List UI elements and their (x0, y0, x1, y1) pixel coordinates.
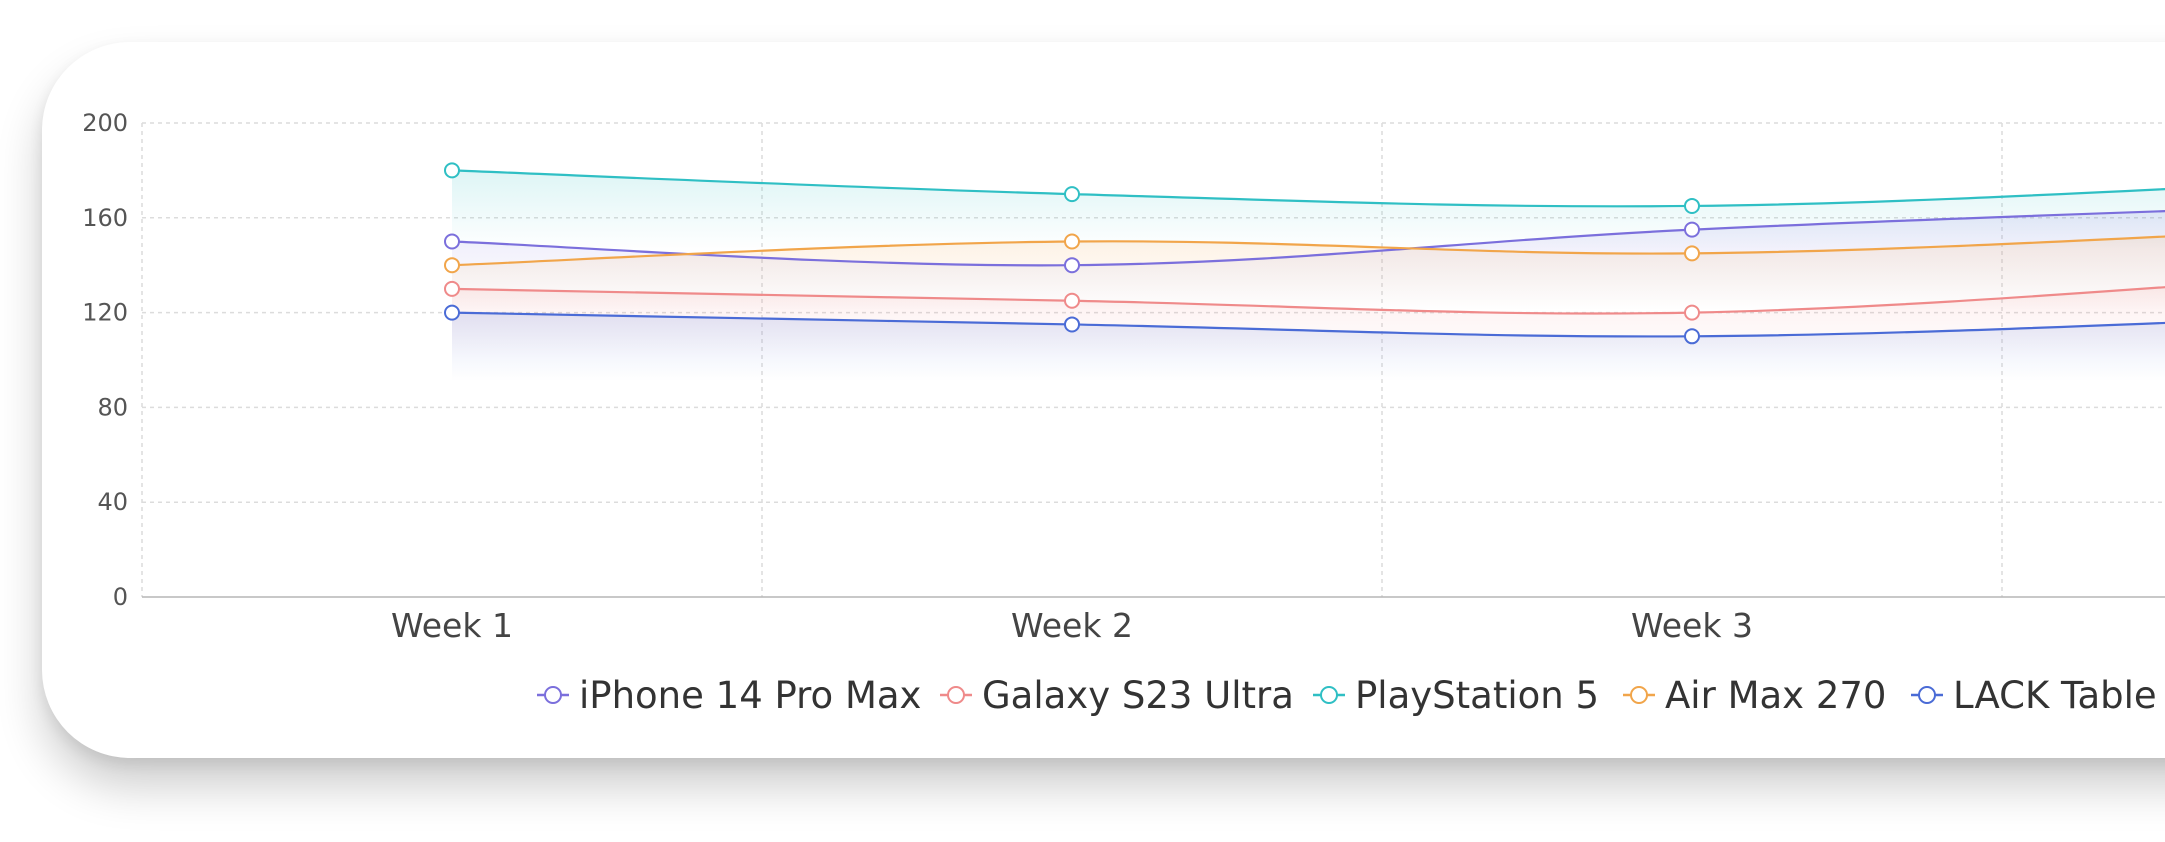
legend-marker-icon (1630, 686, 1648, 704)
legend-marker-icon (1320, 686, 1338, 704)
series-area (452, 312, 2165, 382)
chart-card (42, 42, 2165, 758)
legend-item[interactable]: Galaxy S23 Ultra (940, 674, 1294, 717)
series-line (451, 286, 2165, 315)
legend-label: Air Max 270 (1665, 674, 1886, 717)
y-tick-label: 200 (82, 109, 128, 137)
y-tick-label: 40 (97, 488, 128, 516)
series-points (444, 162, 1700, 345)
legend-label: LACK Table (1953, 674, 2157, 717)
series-line (451, 311, 2165, 338)
series-area (452, 236, 2165, 311)
data-point[interactable] (1684, 245, 1700, 262)
data-point[interactable] (444, 233, 460, 250)
legend-label: iPhone 14 Pro Max (579, 674, 921, 717)
data-point[interactable] (1064, 257, 1080, 274)
x-tick-label: Week 2 (1011, 606, 1133, 645)
x-tick-label: Week 1 (391, 606, 513, 645)
data-point[interactable] (444, 257, 460, 274)
legend-label: PlayStation 5 (1355, 674, 1599, 717)
data-point[interactable] (1064, 233, 1080, 250)
series-lines (451, 169, 2165, 338)
data-point[interactable] (1684, 221, 1700, 238)
data-point[interactable] (444, 162, 460, 179)
y-tick-label: 120 (82, 299, 128, 327)
series-area (452, 170, 2165, 251)
legend-marker-icon (1918, 686, 1936, 704)
y-tick-label: 160 (82, 204, 128, 232)
series-line (451, 169, 2165, 208)
legend-item[interactable]: LACK Table (1911, 674, 2157, 717)
series-areas (452, 170, 2165, 382)
y-axis: 0 40 80 120 160 200 (82, 109, 128, 611)
x-tick-label: Week 3 (1631, 606, 1753, 645)
data-point[interactable] (1684, 304, 1700, 321)
legend: iPhone 14 Pro Max Galaxy S23 Ultra PlaySta… (537, 674, 2157, 717)
legend-item[interactable]: PlayStation 5 (1313, 674, 1599, 717)
y-tick-label: 80 (97, 393, 128, 421)
legend-marker-icon (544, 686, 562, 704)
data-point[interactable] (1064, 186, 1080, 203)
legend-label: Galaxy S23 Ultra (982, 674, 1294, 717)
data-point[interactable] (444, 304, 460, 321)
y-tick-label: 0 (113, 583, 128, 611)
data-point[interactable] (1684, 197, 1700, 214)
legend-marker-icon (947, 686, 965, 704)
data-point[interactable] (444, 280, 460, 297)
data-point[interactable] (1064, 292, 1080, 309)
data-point[interactable] (1684, 328, 1700, 345)
series-line (451, 235, 2165, 267)
data-point[interactable] (1064, 316, 1080, 333)
legend-item[interactable]: iPhone 14 Pro Max (537, 674, 921, 717)
series-line (451, 210, 2165, 267)
legend-item[interactable]: Air Max 270 (1623, 674, 1886, 717)
